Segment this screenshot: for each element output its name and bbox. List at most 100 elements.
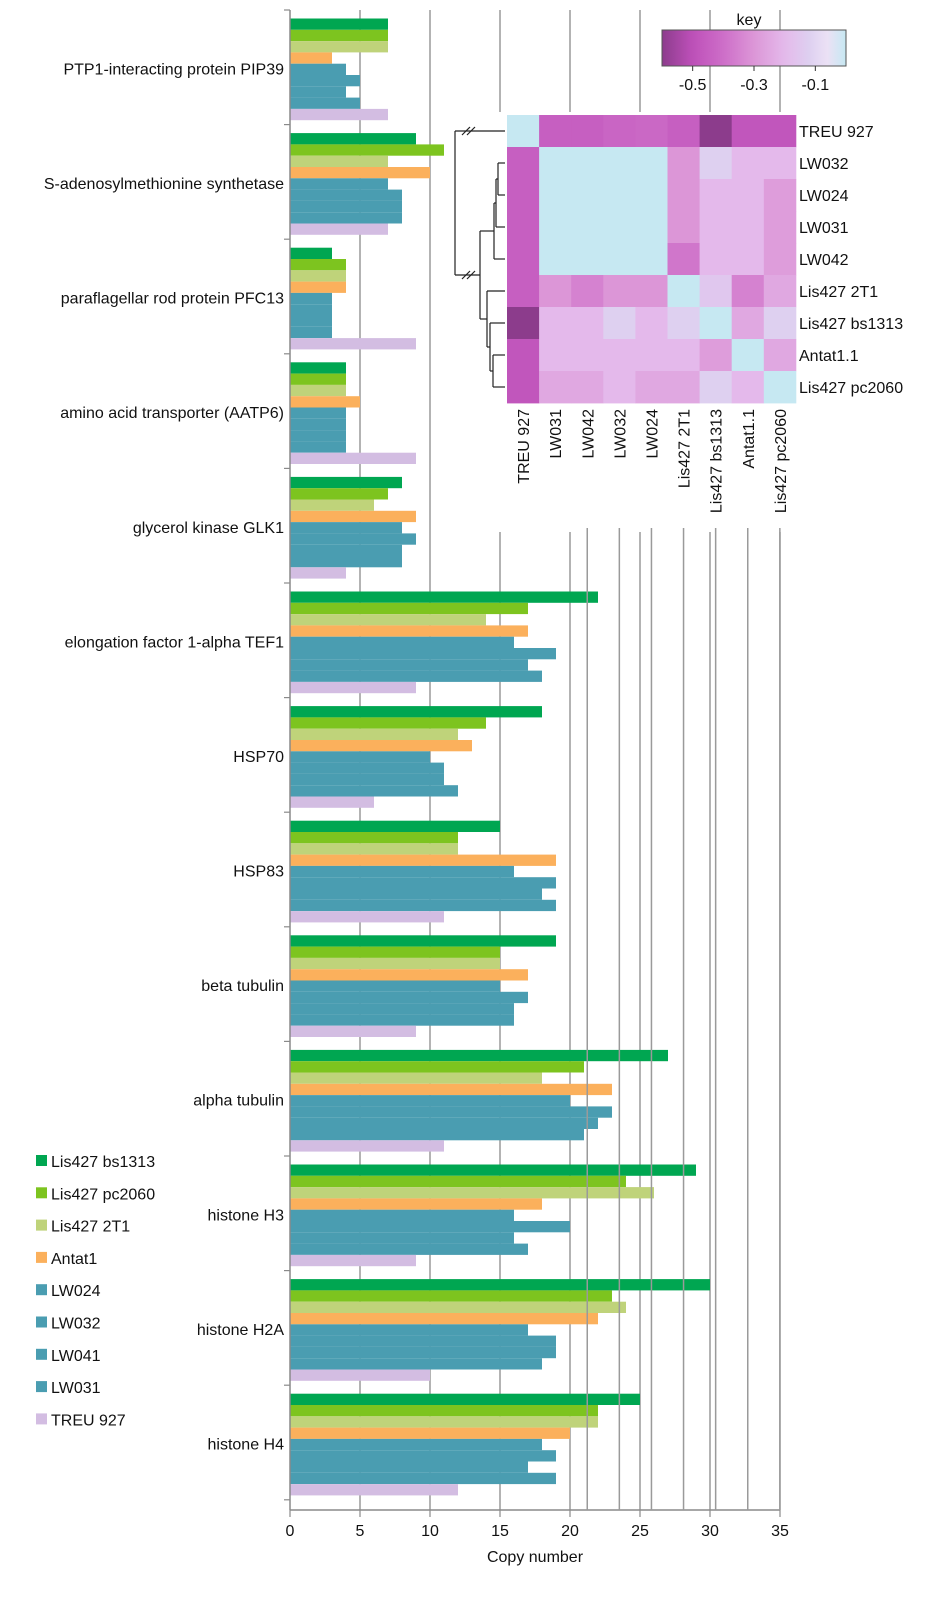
bar-paraflagellar-rod-protein-pfc13-lw024 [290, 292, 332, 305]
bar-histone-h4-lis427-2t1 [290, 1416, 598, 1428]
bar-elongation-factor-1-alpha-tef1-lw024 [290, 636, 514, 648]
heatmap-cell-lw032-lw042 [571, 147, 604, 180]
bar-beta-tubulin-lis427-pc2060 [290, 946, 500, 958]
heatmap-cell-lw032-lis427-2t1 [667, 147, 700, 180]
bar-histone-h4-lw032 [290, 1450, 556, 1462]
bar-beta-tubulin-lis427-2t1 [290, 957, 500, 970]
heatmap-cell-treu-927-treu-927 [507, 115, 540, 148]
bar-amino-acid-transporter-aatp6-lw032 [290, 418, 346, 431]
heatmap-cell-treu-927-lis427-2t1 [667, 115, 700, 148]
bar-beta-tubulin-lw024 [290, 980, 500, 992]
heatmap-cell-lis427-bs1313-lw031 [539, 307, 572, 340]
x-tick-label: 5 [356, 1523, 365, 1540]
bar-alpha-tubulin-lis427-2t1 [290, 1072, 542, 1084]
heatmap-column-label: LW042 [580, 409, 597, 459]
bar-histone-h3-lw024 [290, 1209, 514, 1221]
heatmap-cell-treu-927-lw031 [539, 115, 572, 148]
category-label: PTP1-interacting protein PIP39 [63, 61, 284, 78]
heatmap-cell-lw032-lis427-pc2060 [763, 147, 797, 180]
bar-histone-h2a-lw024 [290, 1324, 528, 1336]
heatmap-cell-lis427-2t1-lis427-2t1 [667, 275, 700, 308]
heatmap-cell-antat1-1-antat1-1 [731, 339, 765, 372]
heatmap-cell-lis427-bs1313-antat1-1 [731, 307, 765, 340]
heatmap-cell-lis427-bs1313-lw024 [635, 307, 668, 340]
heatmap-cell-lis427-pc2060-antat1-1 [731, 371, 765, 404]
heatmap-cell-antat1-1-lw042 [571, 339, 604, 372]
bar-hsp70-treu-927 [290, 796, 374, 808]
heatmap-row-label: Lis427 2T1 [799, 284, 878, 301]
legend-swatch-lw041 [36, 1348, 47, 1360]
bar-beta-tubulin-lw031 [290, 1014, 514, 1026]
bar-hsp70-lw031 [290, 785, 458, 797]
bar-alpha-tubulin-antat1 [290, 1083, 612, 1096]
heatmap-cell-treu-927-lw024 [635, 115, 668, 148]
bar-histone-h3-lis427-pc2060 [290, 1175, 626, 1188]
bar-histone-h3-lis427-bs1313 [290, 1164, 696, 1176]
bar-histone-h3-antat1 [290, 1198, 542, 1210]
bar-elongation-factor-1-alpha-tef1-lis427-bs1313 [290, 591, 598, 603]
bar-histone-h2a-antat1 [290, 1313, 598, 1325]
heatmap-cell-lw042-lis427-pc2060 [763, 243, 797, 276]
legend-entry-lis427-2t1: Lis427 2T1 [51, 1219, 130, 1236]
category-label: S-adenosylmethionine synthetase [44, 176, 284, 193]
bar-glycerol-kinase-glk1-lw024 [290, 522, 402, 534]
bar-amino-acid-transporter-aatp6-lis427-2t1 [290, 384, 346, 397]
heatmap-cell-lw032-lw031 [539, 147, 572, 180]
bar-amino-acid-transporter-aatp6-lis427-pc2060 [290, 373, 346, 385]
heatmap-row-label: LW042 [799, 252, 849, 269]
bar-hsp83-lw024 [290, 865, 514, 878]
heatmap-cell-lw031-lw031 [539, 211, 572, 244]
heatmap-cell-lis427-pc2060-lw024 [635, 371, 668, 404]
bar-glycerol-kinase-glk1-lis427-bs1313 [290, 476, 402, 489]
bar-histone-h4-antat1 [290, 1427, 570, 1439]
bar-hsp83-lis427-pc2060 [290, 832, 458, 844]
heatmap-cell-treu-927-lis427-pc2060 [763, 115, 797, 148]
bar-amino-acid-transporter-aatp6-lw041 [290, 430, 346, 442]
heatmap-cell-antat1-1-treu-927 [507, 339, 540, 372]
heatmap-cell-lw031-antat1-1 [731, 211, 765, 244]
bar-alpha-tubulin-lis427-bs1313 [290, 1049, 668, 1062]
category-label: alpha tubulin [193, 1093, 284, 1110]
bar-elongation-factor-1-alpha-tef1-lis427-2t1 [290, 614, 486, 626]
heatmap-row-label: LW032 [799, 156, 849, 173]
heatmap-cell-lw042-antat1-1 [731, 243, 765, 276]
bar-elongation-factor-1-alpha-tef1-treu-927 [290, 681, 416, 694]
bar-histone-h3-lis427-2t1 [290, 1187, 654, 1199]
heatmap-cell-lw032-lw032 [603, 147, 636, 180]
heatmap-cell-lw042-lw042 [571, 243, 604, 276]
heatmap-column-label: Lis427 bs1313 [709, 409, 726, 513]
x-tick-label: 30 [701, 1523, 719, 1540]
bar-alpha-tubulin-lw024 [290, 1095, 570, 1107]
category-labels: PTP1-interacting protein PIP39 S-adenosyl… [44, 61, 284, 1453]
heatmap-cell-lis427-2t1-lw042 [571, 275, 604, 308]
heatmap-row-label: LW024 [799, 188, 849, 205]
heatmap-column-label: Lis427 pc2060 [773, 409, 790, 513]
bar-elongation-factor-1-alpha-tef1-lw032 [290, 648, 556, 660]
bar-ptp1-interacting-protein-pip39-antat1 [290, 52, 332, 64]
color-key-tick-label: -0.5 [679, 77, 707, 94]
bar-s-adenosylmethionine-synthetase-lw024 [290, 178, 388, 190]
x-tick-label: 10 [421, 1523, 439, 1540]
category-label: histone H2A [197, 1322, 284, 1339]
category-label: HSP83 [233, 864, 284, 881]
heatmap-cell-lw032-treu-927 [507, 147, 540, 180]
bar-hsp83-lw032 [290, 877, 556, 889]
bar-ptp1-interacting-protein-pip39-lis427-pc2060 [290, 29, 388, 42]
bar-elongation-factor-1-alpha-tef1-lw031 [290, 670, 542, 682]
bar-s-adenosylmethionine-synthetase-lw031 [290, 212, 402, 224]
bar-glycerol-kinase-glk1-antat1 [290, 510, 416, 523]
heatmap-cell-lw031-lw032 [603, 211, 636, 244]
heatmap-cell-lis427-pc2060-treu-927 [507, 371, 540, 404]
bar-amino-acid-transporter-aatp6-treu-927 [290, 452, 416, 464]
heatmap-cell-lis427-2t1-lw024 [635, 275, 668, 308]
bar-paraflagellar-rod-protein-pfc13-lw041 [290, 315, 332, 327]
heatmap: TREU 927 LW032 LW024 LW031 LW042 Lis427 2T1 Li… [450, 12, 941, 1510]
heatmap-cell-lis427-2t1-lis427-pc2060 [763, 275, 797, 308]
bar-histone-h4-lw031 [290, 1472, 556, 1485]
bar-hsp70-lis427-bs1313 [290, 706, 542, 718]
legend-swatch-lw024 [36, 1284, 47, 1296]
heatmap-row-label: Lis427 pc2060 [799, 380, 903, 397]
legend-entry-lw041: LW041 [51, 1348, 101, 1365]
legend-entry-lw024: LW024 [51, 1283, 101, 1300]
x-tick-label: 35 [771, 1523, 789, 1540]
